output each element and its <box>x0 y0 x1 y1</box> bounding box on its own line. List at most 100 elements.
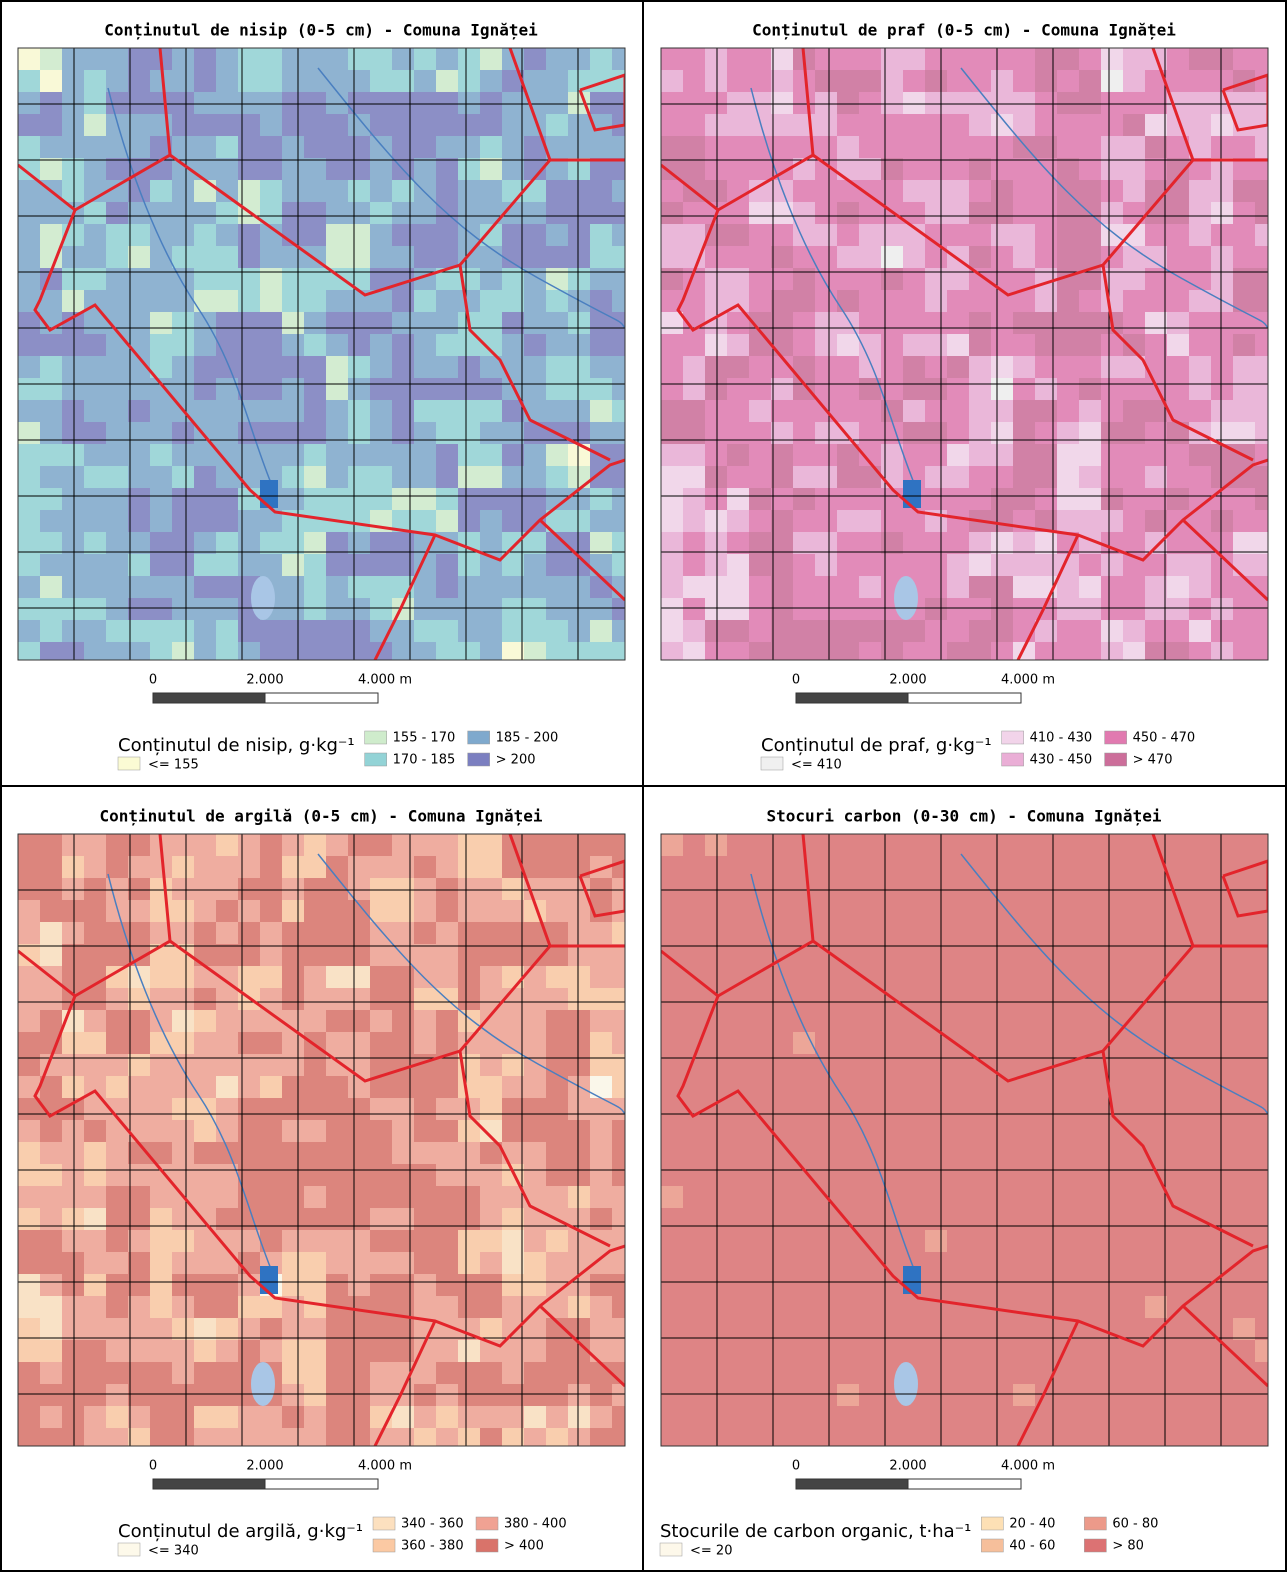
map-cell <box>903 510 925 532</box>
map-cell <box>524 966 546 988</box>
map-cell <box>458 576 480 598</box>
map-cell <box>590 70 612 92</box>
map-cell <box>568 922 590 944</box>
map-cell <box>414 966 436 988</box>
map-cell <box>150 532 172 554</box>
map-cell <box>837 356 859 378</box>
map-cell <box>524 356 546 378</box>
map-cell <box>612 422 625 444</box>
map-cell <box>612 246 625 268</box>
map-cell <box>40 1362 62 1384</box>
map-cell <box>590 1318 612 1340</box>
map-cell <box>84 1274 106 1296</box>
map-cell <box>128 620 150 642</box>
map-cell <box>524 1362 546 1384</box>
map-cell <box>859 1186 881 1208</box>
map-cell <box>815 312 837 334</box>
map-cell <box>903 334 925 356</box>
map-cell <box>392 1340 414 1362</box>
map-cell <box>661 224 683 246</box>
panel-title: Stocuri carbon (0-30 cm) - Comuna Ignățe… <box>767 807 1162 826</box>
map-cell <box>1079 642 1101 660</box>
map-cell <box>1233 136 1255 158</box>
map-cell <box>881 48 903 70</box>
map-cell <box>1189 1340 1211 1362</box>
map-cell <box>348 1428 370 1446</box>
map-cell <box>727 1406 749 1428</box>
map-cell <box>326 1076 348 1098</box>
map-cell <box>881 620 903 642</box>
map-cell <box>18 1340 40 1362</box>
map-cell <box>1145 400 1167 422</box>
map-cell <box>969 268 991 290</box>
map-cell <box>18 834 40 856</box>
map-cell <box>1255 1186 1268 1208</box>
map-cell <box>216 1296 238 1318</box>
map-cell <box>1211 1296 1233 1318</box>
map-cell <box>502 1384 524 1406</box>
map-cell <box>925 268 947 290</box>
map-cell <box>84 48 106 70</box>
map-cell <box>1211 356 1233 378</box>
map-cell <box>18 1120 40 1142</box>
map-cell <box>925 1406 947 1428</box>
map-cell <box>18 510 40 532</box>
map-cell <box>793 1098 815 1120</box>
map-cell <box>1057 532 1079 554</box>
map-cell <box>771 334 793 356</box>
map-cell <box>128 856 150 878</box>
map-cell <box>991 312 1013 334</box>
map-cell <box>62 1428 84 1446</box>
map-cell <box>925 1054 947 1076</box>
map-cell <box>414 70 436 92</box>
map-cell <box>40 400 62 422</box>
map-cell <box>1079 1076 1101 1098</box>
map-cell <box>1101 378 1123 400</box>
map-cell <box>238 136 260 158</box>
map-cell <box>414 334 436 356</box>
map-cell <box>436 1032 458 1054</box>
map-cell <box>661 444 683 466</box>
map-cell <box>260 114 282 136</box>
map-cell <box>106 1340 128 1362</box>
map-cell <box>1167 598 1189 620</box>
scale-label: 0 <box>792 673 800 688</box>
map-cell <box>304 1142 326 1164</box>
map-cell <box>40 114 62 136</box>
map-cell <box>40 1010 62 1032</box>
map-cell <box>1255 400 1268 422</box>
map-cell <box>480 1362 502 1384</box>
map-cell <box>991 224 1013 246</box>
map-cell <box>172 1274 194 1296</box>
map-cell <box>304 1384 326 1406</box>
map-cell <box>502 1076 524 1098</box>
map-cell <box>524 1252 546 1274</box>
map-cell <box>837 598 859 620</box>
map-cell <box>612 1186 625 1208</box>
map-cell <box>84 1230 106 1252</box>
map-cell <box>1167 1230 1189 1252</box>
map-cell <box>260 1164 282 1186</box>
map-cell <box>150 856 172 878</box>
map-cell <box>903 158 925 180</box>
map-cell <box>1079 180 1101 202</box>
map-cell <box>458 1274 480 1296</box>
map-cell <box>991 180 1013 202</box>
map-cell <box>18 1186 40 1208</box>
map-cell <box>947 1296 969 1318</box>
map-cell <box>1189 158 1211 180</box>
map-cell <box>1211 466 1233 488</box>
map-cell <box>793 988 815 1010</box>
map-cell <box>1189 988 1211 1010</box>
map-cell <box>172 834 194 856</box>
map-cell <box>568 268 590 290</box>
map-cell <box>326 1120 348 1142</box>
map-cell <box>62 488 84 510</box>
map-cell <box>1189 1274 1211 1296</box>
map-cell <box>727 246 749 268</box>
map-cell <box>1035 1252 1057 1274</box>
map-cell <box>1035 900 1057 922</box>
map-cell <box>925 620 947 642</box>
map-cell <box>612 532 625 554</box>
map-cell <box>859 1098 881 1120</box>
